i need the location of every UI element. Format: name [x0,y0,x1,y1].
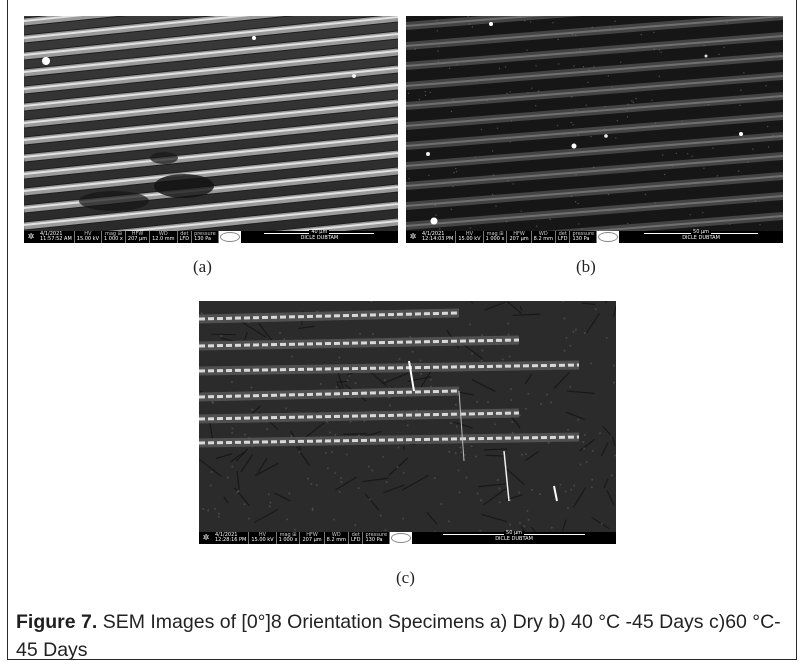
caption-text: SEM Images of [0°]8 Orientation Specimen… [16,611,781,661]
fei-logo-icon: ✲ [406,231,420,243]
fei-logo-icon: ✲ [199,532,213,544]
sem-micrograph-c [199,301,616,532]
fei-logo-icon: ✲ [24,231,38,243]
databar-mag: mag ⊞1 000 x [484,231,508,243]
sem-micrograph-b [406,16,783,231]
databar-scale: 50 μm DICLE DUBTAM [619,231,783,243]
panel-label-b: (b) [576,257,596,277]
databar-scale: 50 μm DICLE DUBTAM [412,532,616,544]
databar-mag: mag ⊞1 000 x [277,532,301,544]
panel-label-c: (c) [396,568,415,588]
databar-mag: mag ⊞1 000 x [102,231,126,243]
institution-logo-icon [390,532,412,544]
sem-micrograph-a [24,16,398,231]
figure-label: Figure 7. [16,611,97,633]
panel-label-a: (a) [193,257,212,277]
databar-scale: 40 μm DICLE DUBTAM [241,231,398,243]
institution-logo-icon [219,231,241,243]
figure-caption: Figure 7. SEM Images of [0°]8 Orientatio… [16,608,786,664]
institution-logo-icon [597,231,619,243]
